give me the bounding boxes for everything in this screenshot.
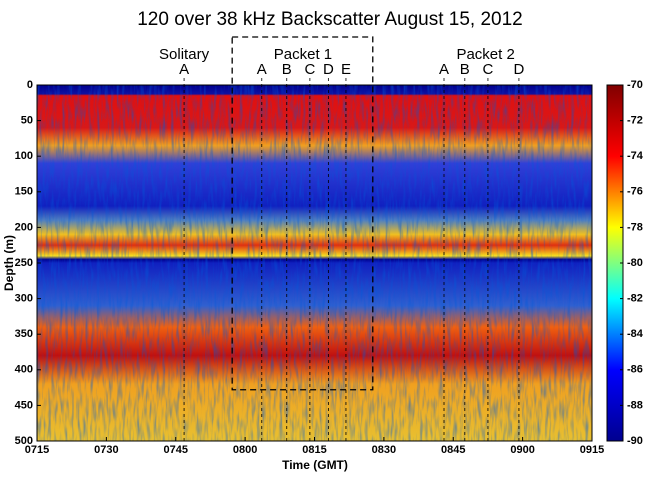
group-label: Solitary — [159, 46, 210, 63]
x-tick-label: 0730 — [94, 444, 118, 456]
annotation-label: E — [341, 61, 351, 78]
y-tick-label: 150 — [15, 186, 33, 198]
annotation-label: B — [282, 61, 292, 78]
x-tick-label: 0800 — [233, 444, 257, 456]
x-axis-label: Time (GMT) — [282, 458, 348, 472]
group-label: Packet 2 — [456, 46, 514, 63]
y-tick-label: 400 — [15, 364, 33, 376]
annotation-label: A — [179, 61, 189, 78]
x-tick-label: 0830 — [372, 444, 396, 456]
group-label: Packet 1 — [274, 46, 332, 63]
annotation-label: A — [439, 61, 449, 78]
colorbar-tick-label: -74 — [627, 150, 644, 162]
annotation-label: C — [304, 61, 315, 78]
x-tick-label: 0900 — [510, 444, 534, 456]
y-tick-label: 500 — [15, 435, 33, 447]
annotation-label: D — [514, 61, 525, 78]
y-tick-label: 50 — [21, 115, 33, 127]
colorbar-tick-label: -80 — [627, 257, 643, 269]
colorbar-tick-label: -82 — [627, 293, 643, 305]
x-tick-label: 0715 — [25, 444, 49, 456]
x-tick-label: 0845 — [441, 444, 465, 456]
colorbar-tick-label: -70 — [627, 79, 643, 91]
y-tick-label: 0 — [27, 79, 33, 91]
y-axis-label: Depth (m) — [2, 235, 16, 291]
x-tick-label: 0915 — [580, 444, 604, 456]
colorbar-tick-label: -86 — [627, 364, 643, 376]
y-tick-label: 200 — [15, 221, 33, 233]
colorbar-tick-label: -72 — [627, 115, 643, 127]
y-tick-label: 250 — [15, 257, 33, 269]
chart-title: 120 over 38 kHz Backscatter August 15, 2… — [137, 9, 523, 30]
y-tick-label: 450 — [15, 399, 33, 411]
echogram-texture — [37, 85, 592, 441]
colorbar-tick-label: -78 — [627, 221, 643, 233]
annotation-label: A — [257, 61, 267, 78]
y-tick-label: 100 — [15, 150, 33, 162]
plot-area — [37, 85, 592, 441]
x-tick-label: 0745 — [164, 444, 188, 456]
colorbar-tick-label: -76 — [627, 186, 643, 198]
y-tick-label: 350 — [15, 328, 33, 340]
axes — [36, 84, 593, 442]
packet-box — [231, 36, 374, 391]
annotation-label: C — [483, 61, 494, 78]
x-tick-label: 0815 — [302, 444, 326, 456]
colorbar-tick-label: -88 — [627, 399, 643, 411]
y-tick-label: 300 — [15, 293, 33, 305]
colorbar-tick-label: -90 — [627, 435, 643, 447]
annotation-label: D — [323, 61, 334, 78]
colorbar-tick-label: -84 — [627, 328, 644, 340]
annotation-label: B — [460, 61, 470, 78]
